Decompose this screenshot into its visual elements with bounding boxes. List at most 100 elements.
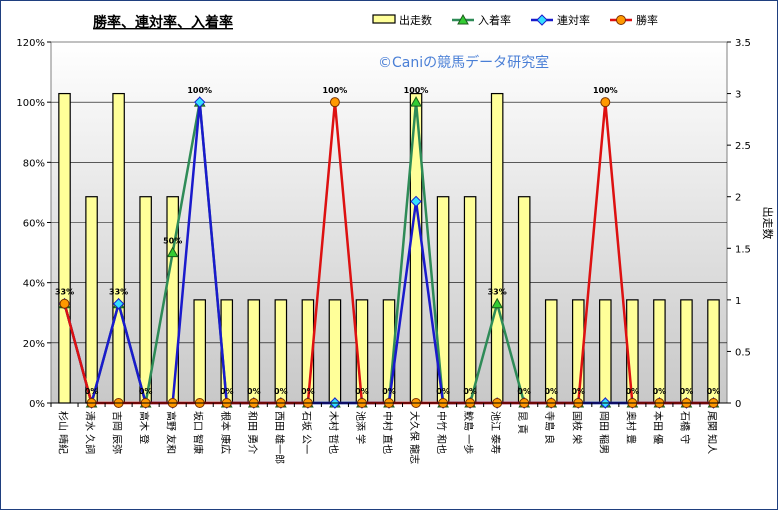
data-label: 100% bbox=[187, 86, 212, 95]
category-label: 鮫島 一歩 bbox=[462, 411, 475, 454]
data-label: 0% bbox=[274, 387, 288, 396]
point bbox=[491, 297, 504, 309]
data-label: 33% bbox=[109, 288, 128, 297]
category-label: 和田 勇介 bbox=[246, 411, 258, 454]
data-label: 0% bbox=[707, 387, 721, 396]
data-label: 0% bbox=[680, 387, 694, 396]
data-label: 0% bbox=[544, 387, 558, 396]
category-label: 寺島 良 bbox=[543, 411, 556, 444]
category-label: 中村 直也 bbox=[381, 411, 394, 454]
y2-tick-label: 2 bbox=[735, 193, 741, 204]
y-tick-label: 80% bbox=[23, 158, 45, 169]
gridlines bbox=[51, 101, 727, 344]
y-tick-label: 20% bbox=[23, 339, 45, 350]
legend-label: 連対率 bbox=[557, 13, 590, 27]
y-tick-label: 120% bbox=[16, 38, 45, 49]
category-label: 大久保 龍志 bbox=[408, 411, 421, 464]
point bbox=[166, 246, 179, 258]
data-label: 50% bbox=[163, 237, 182, 246]
category-label: 西田 雄一郎 bbox=[273, 411, 286, 464]
point bbox=[536, 14, 548, 26]
point bbox=[410, 195, 422, 208]
data-label: 0% bbox=[85, 387, 99, 396]
category-label: 石橋 守 bbox=[678, 411, 691, 444]
y2-axis-label: 出走数 bbox=[761, 207, 775, 240]
legend: 出走数 入着率 連対率 勝率 bbox=[372, 13, 658, 27]
bar bbox=[463, 196, 477, 404]
category-label: 杉山 晴紀 bbox=[57, 411, 70, 454]
category-label: 木村 哲也 bbox=[327, 411, 340, 454]
point bbox=[194, 96, 206, 108]
category-label: 昆 貢 bbox=[516, 411, 528, 434]
y2-tick-label: 3 bbox=[735, 90, 741, 101]
category-label: 池添 学 bbox=[354, 411, 367, 444]
bar bbox=[517, 196, 531, 404]
point bbox=[329, 97, 340, 108]
point bbox=[600, 97, 611, 108]
bar bbox=[490, 92, 504, 404]
category-label: 岡田 稲男 bbox=[597, 411, 609, 454]
category-label: 清水 久詞 bbox=[84, 411, 97, 454]
y-tick-label: 100% bbox=[16, 98, 45, 109]
category-label: 本田 優 bbox=[651, 411, 664, 444]
data-label: 0% bbox=[626, 387, 640, 396]
chart-title: 勝率、連対率、入着率 bbox=[93, 14, 233, 31]
watermark: ©Caniの競馬データ研究室 bbox=[378, 54, 549, 71]
category-label: 池江 泰寿 bbox=[489, 411, 502, 454]
point bbox=[410, 96, 422, 107]
category-label: 国枝 栄 bbox=[570, 411, 583, 444]
data-label: 100% bbox=[593, 86, 618, 95]
category-label: 石坂 公一 bbox=[300, 411, 312, 454]
y2-tick-label: 1.5 bbox=[735, 244, 751, 255]
axes: 0% 20% 40% 60% 80% 100% 120% 0 0.5 1 1.5 2 2.5 3 3.5 杉山… bbox=[16, 38, 751, 464]
data-label: 33% bbox=[55, 288, 74, 297]
bar bbox=[139, 196, 152, 404]
legend-label: 出走数 bbox=[399, 13, 432, 27]
category-label: 奥村 豊 bbox=[624, 411, 637, 444]
category-label: 尾関 知人 bbox=[705, 411, 718, 454]
bar bbox=[112, 92, 125, 404]
y-tick-label: 40% bbox=[23, 279, 45, 290]
legend-label: 勝率 bbox=[636, 13, 658, 27]
category-label: 坂口 智康 bbox=[192, 411, 205, 454]
bar bbox=[58, 92, 71, 404]
point bbox=[616, 15, 626, 25]
point bbox=[112, 298, 125, 310]
legend-label: 入着率 bbox=[478, 13, 511, 27]
bar bbox=[85, 196, 98, 404]
bar bbox=[193, 299, 206, 404]
category-label: 中竹 和也 bbox=[435, 411, 448, 454]
y2-tick-label: 3.5 bbox=[735, 38, 751, 49]
data-label: 33% bbox=[488, 288, 507, 297]
category-label: 根本 康広 bbox=[219, 411, 232, 454]
data-label: 0% bbox=[571, 387, 585, 396]
y2-tick-label: 0 bbox=[735, 399, 741, 410]
y2-tick-label: 2.5 bbox=[735, 141, 751, 152]
category-label: 吉岡 辰弥 bbox=[111, 411, 124, 454]
y2-tick-label: 1 bbox=[735, 296, 741, 307]
data-label: 0% bbox=[355, 387, 369, 396]
bar bbox=[328, 299, 342, 404]
bar bbox=[599, 299, 612, 404]
data-label: 100% bbox=[404, 86, 429, 95]
point bbox=[59, 298, 70, 309]
category-label: 高木 登 bbox=[138, 411, 151, 444]
data-label: 0% bbox=[301, 387, 315, 396]
data-label: 0% bbox=[436, 387, 450, 396]
legend-swatch bbox=[372, 14, 396, 24]
data-label: 0% bbox=[517, 387, 531, 396]
y2-tick-label: 0.5 bbox=[735, 347, 751, 358]
data-label: 0% bbox=[247, 387, 261, 396]
y-tick-label: 60% bbox=[23, 219, 45, 230]
data-label: 100% bbox=[323, 86, 348, 95]
data-labels: 33% 0% 33% 0% 50% 100% 0% 0% 0% 0% 100% 0% 0% 100% 0% 0… bbox=[55, 86, 720, 396]
data-label: 0% bbox=[382, 387, 396, 396]
y-tick-label: 0% bbox=[29, 399, 45, 410]
data-label: 0% bbox=[139, 387, 153, 396]
data-label: 0% bbox=[220, 387, 234, 396]
data-label: 0% bbox=[463, 387, 477, 396]
point bbox=[457, 13, 469, 25]
data-label: 0% bbox=[653, 387, 667, 396]
